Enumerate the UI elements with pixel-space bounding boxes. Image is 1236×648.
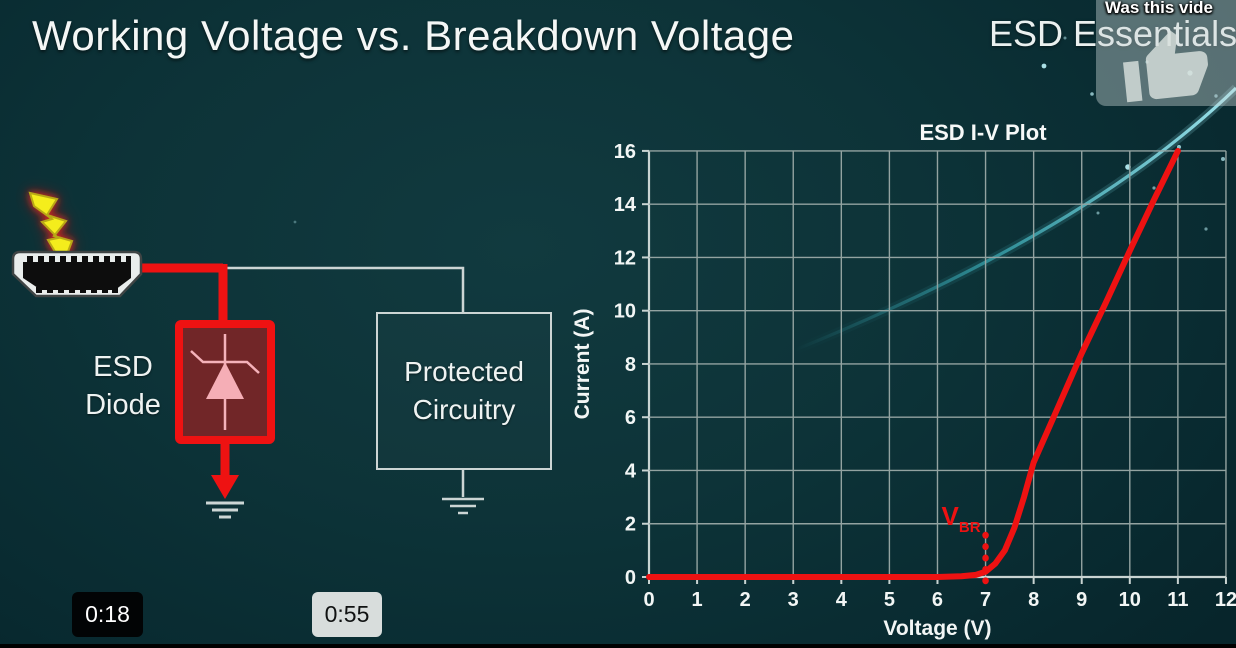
slide-title: Working Voltage vs. Breakdown Voltage: [32, 12, 795, 59]
x-tick-label: 11: [1167, 589, 1188, 611]
x-tick-label: 4: [836, 589, 848, 611]
x-axis-label: Voltage (V): [883, 617, 991, 640]
x-tick-label: 7: [980, 589, 991, 611]
timestamp-label: 0:18: [85, 601, 130, 627]
esd-diode-label-line1: ESD: [93, 351, 153, 383]
ground-icon: [442, 497, 484, 515]
vbr-label: VBR: [942, 501, 981, 536]
esd-diode-box: [175, 320, 275, 444]
y-tick-label: 6: [625, 407, 636, 429]
lightning-bolt-icon: [28, 191, 74, 268]
x-tick-label: 5: [884, 589, 895, 611]
x-tick-label: 10: [1119, 589, 1141, 611]
y-tick-label: 2: [625, 514, 636, 536]
x-tick-label: 1: [692, 589, 703, 611]
hdmi-connector-icon: [11, 250, 143, 298]
y-tick-label: 8: [625, 354, 636, 376]
x-tick-label: 9: [1076, 589, 1087, 611]
chart-title: ESD I-V Plot: [919, 120, 1047, 145]
timestamp-chip-light[interactable]: 0:55: [312, 592, 382, 637]
signal-wire: [150, 266, 465, 313]
x-tick-label: 6: [932, 589, 943, 611]
esd-diode-label-line2: Diode: [85, 389, 161, 421]
y-tick-label: 0: [625, 567, 636, 589]
letterbox-bar: [0, 644, 1236, 648]
brand-text: ESD Essentials: [989, 13, 1236, 54]
y-tick-label: 12: [614, 247, 636, 269]
x-tick-label: 8: [1028, 589, 1039, 611]
timestamp-label: 0:55: [324, 601, 370, 627]
protected-label-line1: Protected: [404, 356, 524, 387]
y-axis-label: Current (A): [571, 309, 594, 420]
x-tick-label: 0: [643, 589, 654, 611]
discharge-arrow: [211, 442, 239, 499]
ground-icon: [206, 501, 244, 519]
like-prompt-overlay[interactable]: Was this vide: [1096, 0, 1236, 106]
y-tick-label: 14: [614, 194, 637, 216]
esd-diode-label: ESD Diode: [58, 348, 188, 424]
protected-circuitry-label: Protected Circuitry: [377, 313, 551, 469]
y-tick-label: 16: [614, 141, 636, 163]
like-prompt-text: Was this vide: [1105, 0, 1214, 17]
y-tick-label: 4: [625, 460, 637, 482]
esd-wire: [138, 263, 228, 326]
x-tick-label: 12: [1215, 589, 1236, 611]
y-tick-label: 10: [614, 301, 636, 323]
thumbs-up-icon: [1123, 30, 1208, 103]
x-tick-label: 2: [740, 589, 751, 611]
x-tick-label: 3: [788, 589, 799, 611]
protected-label-line2: Circuitry: [412, 394, 516, 425]
esd-iv-chart: 0 1 2 3 4 5 6 7 8 9 10 11 12 0 2 4 6 8 10 12 14 16 ESD I-V Plo…: [560, 108, 1236, 648]
timestamp-chip-dark[interactable]: 0:18: [72, 592, 143, 637]
zener-diode-icon: [190, 334, 260, 430]
